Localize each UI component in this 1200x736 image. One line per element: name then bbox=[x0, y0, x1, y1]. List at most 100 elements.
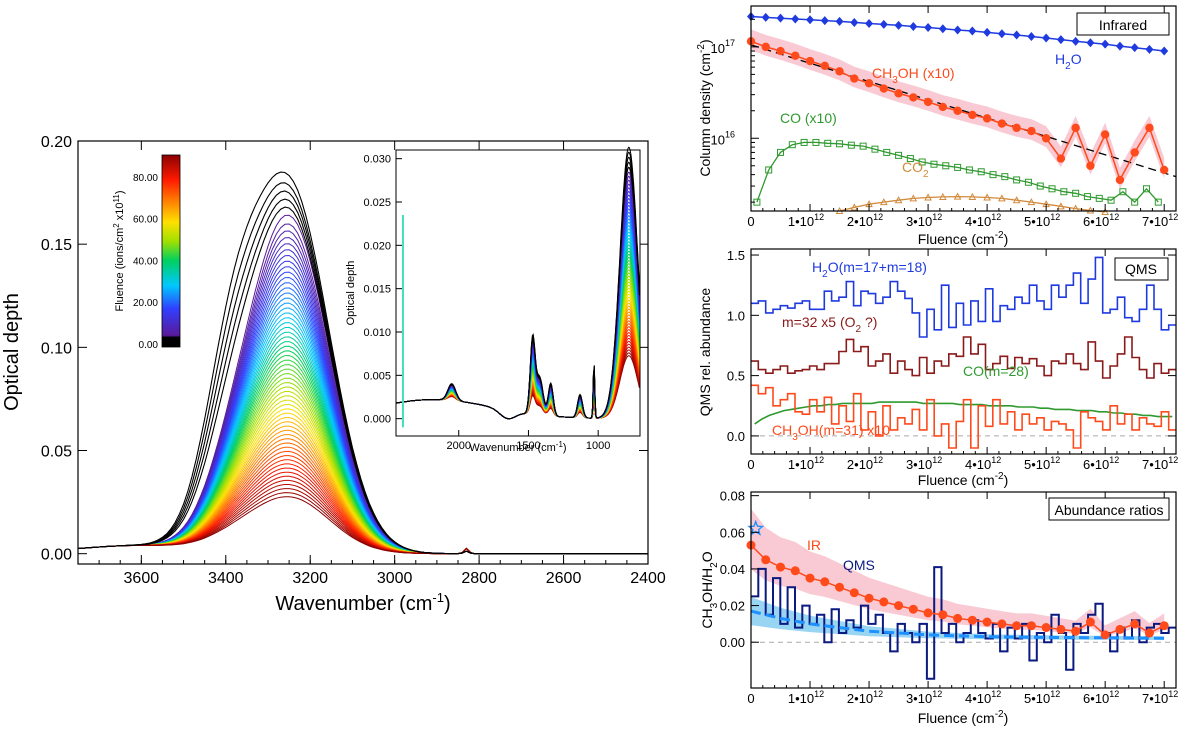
infrared-co-point bbox=[942, 162, 950, 170]
infrared-ch3oh-point bbox=[805, 56, 815, 66]
infrared-ch3oh-point bbox=[776, 46, 785, 56]
infrared-co-point bbox=[1154, 198, 1162, 206]
infrared-ch3oh-point bbox=[982, 114, 992, 123]
ratios-title: Abundance ratios bbox=[1055, 502, 1164, 518]
ratios-ir-point bbox=[776, 562, 786, 572]
ratios-model-line bbox=[750, 609, 1165, 640]
infrared-co2-point bbox=[953, 192, 962, 200]
infrared-h2o-point bbox=[850, 17, 859, 27]
colorbar-tick-label: 0.00 bbox=[139, 340, 159, 351]
infrared-co2-point bbox=[968, 192, 977, 200]
infrared-co-point bbox=[812, 138, 820, 146]
qms-lines bbox=[751, 256, 1176, 449]
ratios-ir-point bbox=[864, 593, 874, 603]
infrared-co2-point bbox=[909, 194, 918, 202]
infrared-co-point bbox=[777, 148, 785, 156]
inset-background bbox=[396, 150, 640, 436]
inset-xtick-label: 1500 bbox=[516, 440, 540, 452]
infrared-h2o-point bbox=[1145, 44, 1154, 54]
ratios-ytick-label: 0.08 bbox=[720, 489, 745, 504]
infrared-h2o-point bbox=[997, 29, 1006, 39]
infrared-h2o-point bbox=[1056, 35, 1065, 45]
infrared-co2-point bbox=[879, 198, 888, 206]
infrared-ch3oh-point bbox=[923, 97, 933, 107]
colorbar-tick-label: 40.00 bbox=[133, 256, 158, 267]
infrared-title-box bbox=[1076, 12, 1170, 36]
ratios-ir-point bbox=[1071, 626, 1081, 636]
infrared-ch3oh-point bbox=[997, 119, 1007, 128]
ratios-ir-point bbox=[1085, 617, 1095, 627]
inset-xlabel: Wavenumber (cm-1) bbox=[469, 440, 566, 454]
ratios-ir-point bbox=[997, 619, 1007, 629]
inset-chart: 2000 1500 1000 0.000 0.005 0.010 0.015 0.020 0.0… bbox=[345, 146, 641, 454]
inset-ytick-label: 0.010 bbox=[363, 327, 391, 339]
qms-series-line bbox=[751, 336, 1176, 379]
ratios-title-box bbox=[1048, 497, 1170, 521]
infrared-co-point bbox=[1142, 185, 1150, 193]
infrared-xlabel: Fluence (cm-2) bbox=[918, 230, 1009, 247]
spectra-ytick-label: 0.10 bbox=[41, 340, 72, 357]
ratios-ir-point bbox=[849, 588, 859, 598]
ratios-ir-point bbox=[982, 617, 992, 627]
infrared-ch3oh-point bbox=[1027, 126, 1036, 136]
ratios-ir-point bbox=[967, 615, 977, 625]
spectra-ylabel: Optical depth bbox=[1, 293, 23, 411]
qms-label-ch3oh: CH3OH(m=31) x10 bbox=[772, 422, 890, 443]
inset-spectrum-line-unirradiated bbox=[395, 146, 640, 420]
infrared-co-point bbox=[895, 151, 903, 159]
ratios-ir-point bbox=[1012, 621, 1022, 631]
infrared-lines bbox=[746, 11, 1177, 216]
infrared-co-point bbox=[1107, 196, 1115, 204]
infrared-h2o-point bbox=[865, 19, 874, 29]
infrared-ch3oh-point bbox=[1159, 165, 1169, 175]
infrared-co2-point bbox=[1057, 202, 1065, 210]
ratios-ir-point bbox=[761, 555, 771, 565]
colorbar-ticks: 0.00 20.00 40.00 60.00 80.00 bbox=[133, 173, 158, 351]
infrared-h2o-point bbox=[776, 13, 785, 23]
infrared-co2-point bbox=[1101, 207, 1110, 216]
inset-xtick-label: 1000 bbox=[586, 440, 610, 452]
inset-ytick-label: 0.020 bbox=[363, 240, 391, 252]
infrared-co-point bbox=[1119, 188, 1127, 196]
qms-chart: 0 1•1012 2•1012 3•1012 4•1012 5•1012 6•1012 7•1… bbox=[697, 248, 1178, 488]
infrared-ch3oh-point bbox=[835, 67, 844, 76]
ratios-ir-point bbox=[1100, 630, 1110, 640]
infrared-co-point bbox=[1072, 189, 1080, 197]
inset-ytick-label: 0.000 bbox=[363, 414, 391, 426]
xtick-label: 0 bbox=[747, 457, 754, 472]
spectra-ytick-label: 0.00 bbox=[41, 547, 72, 564]
infrared-co-point bbox=[1001, 173, 1009, 181]
qms-ytick-label: 0.5 bbox=[727, 369, 745, 384]
infrared-h2o-point bbox=[953, 25, 962, 35]
infrared-co-point bbox=[1083, 193, 1091, 201]
infrared-ch3oh-point bbox=[909, 93, 918, 102]
infrared-ch3oh-point bbox=[761, 42, 770, 52]
infrared-label-ch3oh: CH3OH (x10) bbox=[872, 65, 955, 86]
infrared-co-line bbox=[756, 141, 1159, 204]
ratios-ir-point bbox=[908, 604, 918, 614]
infrared-co2-point bbox=[1086, 206, 1095, 214]
ratios-label-qms: QMS bbox=[843, 557, 875, 573]
spectra-xtick-label: 2400 bbox=[630, 570, 666, 587]
infrared-co2-point bbox=[998, 194, 1006, 202]
infrared-h2o-point bbox=[1101, 39, 1110, 49]
infrared-ch3oh-point bbox=[968, 110, 977, 120]
infrared-co-point bbox=[836, 140, 844, 148]
ratios-label-ir: IR bbox=[807, 537, 821, 553]
infrared-ch3oh-point bbox=[1130, 148, 1139, 157]
infrared-h2o-point bbox=[1160, 46, 1169, 56]
ratios-ir-point bbox=[835, 582, 845, 592]
ratios-lines bbox=[746, 508, 1176, 680]
infrared-co-point bbox=[1048, 185, 1056, 193]
infrared-ch3oh-point bbox=[1071, 123, 1080, 133]
spectra-xtick-label: 3600 bbox=[124, 570, 160, 587]
infrared-ch3oh-point bbox=[938, 102, 948, 112]
ratios-chart: 0 1•1012 2•1012 3•1012 4•1012 5•1012 6•1012 7•1… bbox=[699, 489, 1178, 726]
infrared-co-point bbox=[1036, 182, 1044, 190]
spectra-xtick-label: 2800 bbox=[461, 570, 497, 587]
infrared-ch3oh-point bbox=[1145, 123, 1154, 133]
spectra-xlabel: Wavenumber (cm-1) bbox=[275, 590, 450, 615]
infrared-co2-line bbox=[839, 195, 1106, 213]
qms-xlabel: Fluence (cm-2) bbox=[918, 471, 1009, 488]
infrared-co-point bbox=[871, 145, 879, 153]
